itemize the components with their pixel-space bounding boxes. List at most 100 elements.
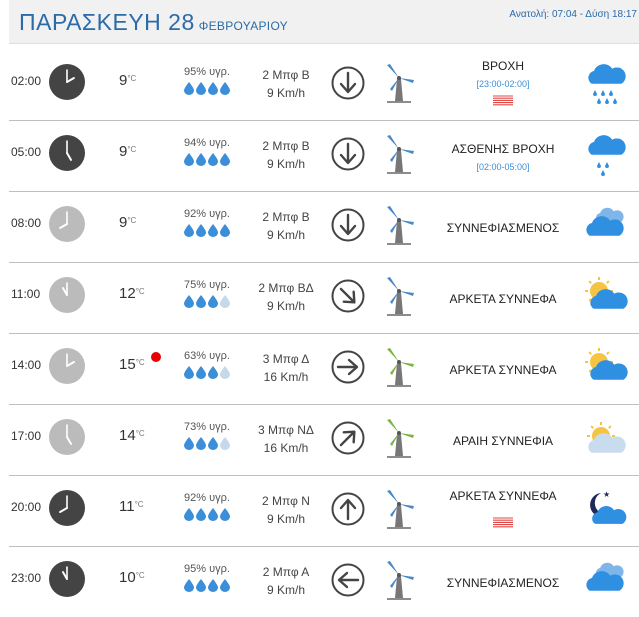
wind: 2 Μπφ Β 9 Km/h xyxy=(249,208,323,244)
precipitation-lines-icon xyxy=(491,93,515,112)
few-clouds-icon xyxy=(581,416,629,464)
temperature: 9°C xyxy=(119,214,136,231)
drop-icon xyxy=(196,366,206,380)
drop-icon xyxy=(184,579,194,593)
partly-cloudy-icon xyxy=(581,274,629,322)
temperature: 9°C xyxy=(119,72,136,89)
time-label: 17:00 xyxy=(11,429,42,443)
wind-turbine-icon xyxy=(379,203,419,247)
wind: 2 Μπφ Α 9 Km/h xyxy=(249,563,323,599)
time-label: 11:00 xyxy=(11,287,41,301)
forecast-row: 02:00 9°C 95% υγρ. 2 Μπφ Β 9 Km/h ΒΡΟΧΗ [23:00… xyxy=(9,50,639,121)
drop-icon xyxy=(196,579,206,593)
drop-icon xyxy=(196,508,206,522)
wind-force: 2 Μπφ Β xyxy=(262,210,310,224)
wind-force: 2 Μπφ ΒΔ xyxy=(258,281,314,295)
time-label: 20:00 xyxy=(11,500,42,514)
sunrise-sunset: Ανατολή: 07:04 - Δύση 18:17 xyxy=(509,9,637,20)
drop-icon xyxy=(208,82,218,96)
condition: ΑΡΑΙΗ ΣΥΝΝΕΦΙΑ xyxy=(429,405,577,476)
temperature-unit: °C xyxy=(127,216,137,225)
humidity-value: 95% υγρ. xyxy=(184,66,230,78)
drop-icon xyxy=(184,153,194,167)
wind-direction-arrow-icon xyxy=(331,350,365,384)
day-label: ΠΑΡΑΣΚΕΥΗ 28 xyxy=(19,9,195,35)
wind-force: 3 Μπφ ΝΔ xyxy=(258,423,314,437)
rain-light-icon xyxy=(581,132,629,180)
day-header: ΠΑΡΑΣΚΕΥΗ 28 ΦΕΒΡΟΥΑΡΙΟΥ Ανατολή: 07:04 -… xyxy=(9,0,639,44)
drop-icon xyxy=(220,295,230,309)
wind-speed: 9 Km/h xyxy=(266,157,305,171)
drop-icon xyxy=(184,82,194,96)
drop-icon xyxy=(220,579,230,593)
precipitation-lines-icon xyxy=(491,515,515,534)
wind-speed: 9 Km/h xyxy=(266,512,305,526)
time-label: 05:00 xyxy=(11,145,42,159)
humidity: 63% υγρ. xyxy=(177,350,237,380)
condition-label: ΑΡΚΕΤΑ ΣΥΝΝΕΦΑ xyxy=(449,362,557,377)
drop-icon xyxy=(184,508,194,522)
drop-icon xyxy=(220,82,230,96)
wind-direction-arrow-icon xyxy=(331,279,365,313)
time-label: 14:00 xyxy=(11,358,42,372)
partly-cloudy-icon xyxy=(581,345,629,393)
temperature: 9°C xyxy=(119,143,136,160)
wind-speed: 9 Km/h xyxy=(266,299,305,313)
drop-icon xyxy=(220,153,230,167)
condition-label: ΣΥΝΝΕΦΙΑΣΜΕΝΟΣ xyxy=(446,220,560,235)
drop-icon xyxy=(220,437,230,451)
humidity: 73% υγρ. xyxy=(177,421,237,451)
temperature-value: 11 xyxy=(119,498,135,515)
wind-direction-arrow-icon xyxy=(331,563,365,597)
temperature: 12°C xyxy=(119,285,145,302)
wind: 3 Μπφ Δ 16 Km/h xyxy=(249,350,323,386)
forecast-row: 14:00 15°C 63% υγρ. 3 Μπφ Δ 16 Km/h ΑΡΚΕΤΑ ΣΥ… xyxy=(9,334,639,405)
wind-speed: 9 Km/h xyxy=(266,583,305,597)
condition: ΑΡΚΕΤΑ ΣΥΝΝΕΦΑ xyxy=(429,476,577,547)
humidity-drops xyxy=(177,437,237,451)
condition: ΑΡΚΕΤΑ ΣΥΝΝΕΦΑ xyxy=(429,263,577,334)
drop-icon xyxy=(184,224,194,238)
temperature-unit: °C xyxy=(135,571,145,580)
drop-icon xyxy=(220,508,230,522)
temperature-unit: °C xyxy=(127,145,137,154)
drop-icon xyxy=(208,508,218,522)
humidity: 75% υγρ. xyxy=(177,279,237,309)
drop-icon xyxy=(220,224,230,238)
humidity: 95% υγρ. xyxy=(177,66,237,96)
humidity-value: 92% υγρ. xyxy=(184,208,230,220)
wind-direction-arrow-icon xyxy=(331,66,365,100)
forecast-row: 20:00 11°C 92% υγρ. 2 Μπφ Ν 9 Km/h ΑΡΚΕΤΑ ΣΥΝ… xyxy=(9,476,639,547)
humidity-value: 95% υγρ. xyxy=(184,563,230,575)
temperature-unit: °C xyxy=(135,429,145,438)
time-label: 02:00 xyxy=(11,74,42,88)
wind-turbine-icon xyxy=(379,274,419,318)
wind-force: 2 Μπφ Α xyxy=(262,565,310,579)
condition-label: ΑΡΚΕΤΑ ΣΥΝΝΕΦΑ xyxy=(449,489,557,503)
forecast-row: 11:00 12°C 75% υγρ. 2 Μπφ ΒΔ 9 Km/h ΑΡΚΕΤΑ ΣΥ… xyxy=(9,263,639,334)
night-cloudy-icon: ★ xyxy=(581,487,629,535)
wind-force: 2 Μπφ Ν xyxy=(262,494,310,508)
humidity-value: 75% υγρ. xyxy=(184,279,230,291)
humidity-value: 94% υγρ. xyxy=(184,137,230,149)
temperature-unit: °C xyxy=(135,358,145,367)
drop-icon xyxy=(208,295,218,309)
wind-direction-arrow-icon xyxy=(331,137,365,171)
temperature-value: 14 xyxy=(119,427,136,444)
temperature-value: 9 xyxy=(119,214,128,231)
wind-speed: 16 Km/h xyxy=(263,370,309,384)
drop-icon xyxy=(208,224,218,238)
drop-icon xyxy=(184,437,194,451)
drop-icon xyxy=(196,224,206,238)
hot-indicator-icon xyxy=(151,352,161,362)
wind: 2 Μπφ Β 9 Km/h xyxy=(249,66,323,102)
clock-icon xyxy=(49,64,85,100)
humidity-value: 63% υγρ. xyxy=(184,350,230,362)
humidity-value: 73% υγρ. xyxy=(184,421,230,433)
wind-force: 2 Μπφ Β xyxy=(262,139,310,153)
wind-turbine-icon xyxy=(379,132,419,176)
wind: 2 Μπφ Ν 9 Km/h xyxy=(249,492,323,528)
wind: 2 Μπφ Β 9 Km/h xyxy=(249,137,323,173)
temperature: 14°C xyxy=(119,427,145,444)
